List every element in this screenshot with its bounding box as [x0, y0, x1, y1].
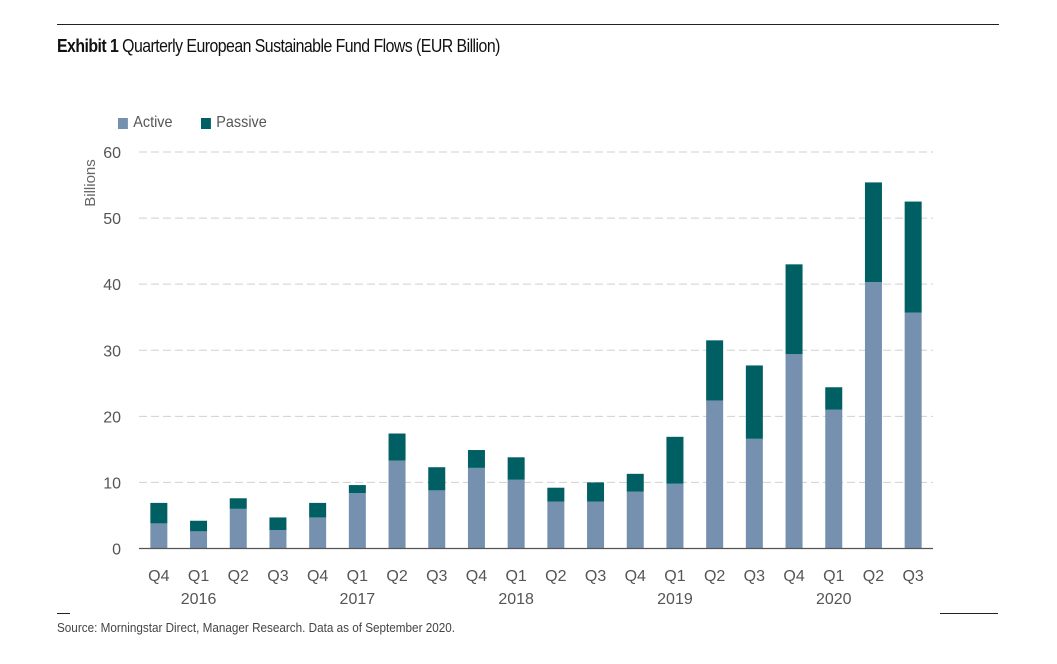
legend: Active Passive [118, 114, 274, 132]
footer-rule-right [940, 613, 998, 614]
x-tick-label: Q2 [704, 568, 725, 585]
bar-active-1 [190, 531, 208, 549]
x-tick-label: Q4 [783, 568, 804, 585]
bar-active-17 [825, 409, 843, 549]
x-tick-label: Q3 [585, 568, 606, 585]
x-axis-ticks: Q4 Q1 Q2 Q3 Q4 Q1 Q2 Q3 Q4 Q1 Q2 Q3 Q4 Q1 Q2 Q3 Q4 Q1 Q2 Q3 [148, 568, 924, 585]
x-tick-label: Q2 [386, 568, 407, 585]
y-tick-label: 10 [103, 475, 121, 492]
bar-passive-7 [428, 467, 446, 491]
x-year-label: 2019 [657, 591, 693, 608]
gridlines [139, 151, 933, 483]
bar-passive-12 [626, 473, 644, 492]
bar-active-14 [706, 400, 724, 549]
bar-passive-3 [269, 517, 287, 530]
x-axis-year-labels: 2016 2017 2018 2019 2020 [181, 591, 852, 608]
bar-active-19 [904, 312, 922, 549]
bar-active-11 [587, 501, 605, 549]
legend-item-passive: Passive [200, 114, 267, 132]
x-tick-label: Q2 [545, 568, 566, 585]
x-year-label: 2017 [340, 591, 376, 608]
bar-passive-2 [229, 498, 247, 509]
x-tick-label: Q3 [426, 568, 447, 585]
bar-passive-16 [785, 264, 803, 355]
bar-passive-0 [150, 502, 168, 524]
y-tick-label: 30 [103, 343, 121, 360]
bar-passive-15 [745, 365, 763, 439]
x-tick-label: Q1 [347, 568, 368, 585]
bar-active-10 [547, 501, 565, 549]
bar-passive-5 [348, 485, 366, 493]
y-tick-label: 60 [103, 145, 121, 162]
bar-active-8 [467, 467, 485, 549]
bar-passive-1 [190, 520, 208, 532]
x-tick-label: Q4 [466, 568, 487, 585]
x-tick-label: Q1 [505, 568, 526, 585]
bar-passive-19 [904, 201, 922, 313]
bar-passive-14 [706, 340, 724, 401]
legend-swatch-active [118, 117, 128, 129]
legend-label-active: Active [133, 114, 173, 131]
bar-active-2 [229, 508, 247, 549]
y-tick-label: 40 [103, 277, 121, 294]
bar-passive-8 [467, 450, 485, 468]
x-year-label: 2018 [498, 591, 534, 608]
x-tick-label: Q1 [664, 568, 685, 585]
source-note: Source: Morningstar Direct, Manager Rese… [57, 620, 455, 635]
bars [150, 182, 922, 549]
bar-active-3 [269, 529, 287, 549]
x-tick-label: Q2 [863, 568, 884, 585]
y-axis-label: Billions [82, 159, 99, 207]
bar-passive-11 [587, 482, 605, 502]
bar-passive-13 [666, 436, 684, 484]
x-tick-label: Q3 [744, 568, 765, 585]
bar-passive-17 [825, 387, 843, 410]
y-tick-label: 0 [112, 542, 121, 559]
x-tick-label: Q1 [188, 568, 209, 585]
bar-active-16 [785, 354, 803, 549]
x-year-label: 2016 [181, 591, 217, 608]
bar-passive-4 [309, 502, 327, 518]
legend-item-active: Active [118, 114, 173, 132]
exhibit-label: Exhibit 1 [57, 36, 119, 56]
bar-active-9 [507, 479, 525, 549]
exhibit-title-text: Quarterly European Sustainable Fund Flow… [122, 36, 500, 56]
legend-label-passive: Passive [215, 114, 267, 131]
bar-active-0 [150, 523, 168, 549]
bar-passive-18 [864, 182, 882, 283]
legend-swatch-passive [200, 117, 211, 129]
x-tick-label: Q1 [823, 568, 844, 585]
top-rule [57, 24, 999, 25]
exhibit-title: Exhibit 1 Quarterly European Sustainable… [57, 36, 500, 57]
bar-passive-9 [507, 457, 525, 480]
bar-active-6 [388, 460, 406, 549]
x-year-label: 2020 [816, 591, 852, 608]
x-tick-label: Q4 [148, 568, 169, 585]
bar-active-5 [348, 492, 366, 549]
x-tick-label: Q4 [307, 568, 328, 585]
bar-active-18 [864, 282, 882, 549]
x-tick-label: Q3 [267, 568, 288, 585]
y-tick-label: 50 [103, 211, 121, 228]
bar-passive-6 [388, 433, 406, 461]
bar-active-13 [666, 483, 684, 549]
x-tick-label: Q2 [228, 568, 249, 585]
x-tick-label: Q3 [902, 568, 923, 585]
y-tick-label: 20 [103, 409, 121, 426]
bar-active-12 [626, 491, 644, 549]
footer-rule-left [57, 613, 70, 614]
bar-active-4 [309, 517, 327, 549]
x-tick-label: Q4 [625, 568, 646, 585]
bar-passive-10 [547, 487, 565, 502]
bar-active-7 [428, 490, 446, 549]
bar-active-15 [745, 438, 763, 549]
y-axis-ticks: 0 10 20 30 40 50 60 [103, 145, 121, 559]
